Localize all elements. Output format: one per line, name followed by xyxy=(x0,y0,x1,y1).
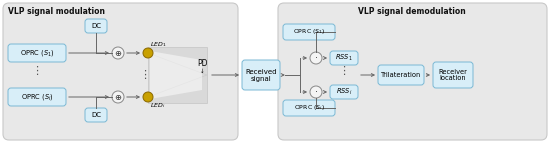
FancyBboxPatch shape xyxy=(283,24,335,40)
FancyBboxPatch shape xyxy=(330,51,358,65)
FancyBboxPatch shape xyxy=(85,108,107,122)
Text: ⊕: ⊕ xyxy=(114,48,122,57)
FancyBboxPatch shape xyxy=(8,88,66,106)
FancyBboxPatch shape xyxy=(85,19,107,33)
Text: VLP signal modulation: VLP signal modulation xyxy=(8,6,105,15)
Text: OPRC ($\mathit{S}_1$): OPRC ($\mathit{S}_1$) xyxy=(293,27,325,36)
Circle shape xyxy=(310,52,322,64)
Text: Receiver
location: Receiver location xyxy=(438,68,468,82)
Text: ⋮: ⋮ xyxy=(338,66,350,76)
Polygon shape xyxy=(150,51,202,99)
Text: DC: DC xyxy=(91,23,101,29)
FancyBboxPatch shape xyxy=(3,3,238,140)
Text: ·: · xyxy=(315,87,317,97)
Text: $\mathit{LED}_1$: $\mathit{LED}_1$ xyxy=(150,41,167,49)
Circle shape xyxy=(143,92,153,102)
FancyBboxPatch shape xyxy=(378,65,424,85)
FancyBboxPatch shape xyxy=(242,60,280,90)
Text: DC: DC xyxy=(91,112,101,118)
FancyBboxPatch shape xyxy=(433,62,473,88)
Text: Received
signal: Received signal xyxy=(245,68,277,82)
Text: ·: · xyxy=(315,53,317,63)
Text: OPRC ($\mathit{S}_i$): OPRC ($\mathit{S}_i$) xyxy=(294,104,324,113)
Text: $\mathit{RSS}_1$: $\mathit{RSS}_1$ xyxy=(335,53,353,63)
FancyBboxPatch shape xyxy=(330,85,358,99)
FancyBboxPatch shape xyxy=(283,100,335,116)
FancyBboxPatch shape xyxy=(8,44,66,62)
Circle shape xyxy=(310,86,322,98)
Text: ↓: ↓ xyxy=(200,68,204,74)
Text: ⋮: ⋮ xyxy=(140,70,151,80)
Circle shape xyxy=(112,47,124,59)
Text: ⊕: ⊕ xyxy=(114,93,122,102)
Text: $\mathit{RSS}_i$: $\mathit{RSS}_i$ xyxy=(336,87,352,97)
Text: Trilateration: Trilateration xyxy=(381,72,421,78)
Circle shape xyxy=(112,91,124,103)
Text: PD: PD xyxy=(197,58,207,67)
FancyBboxPatch shape xyxy=(278,3,547,140)
Circle shape xyxy=(143,48,153,58)
Text: $\mathit{LED}_i$: $\mathit{LED}_i$ xyxy=(150,102,166,110)
Text: OPRC ($\mathit{S}_i$): OPRC ($\mathit{S}_i$) xyxy=(20,92,53,102)
Text: VLP signal demodulation: VLP signal demodulation xyxy=(358,6,466,15)
Text: OPRC ($\mathit{S}_1$): OPRC ($\mathit{S}_1$) xyxy=(20,48,54,58)
Text: ⋮: ⋮ xyxy=(31,66,42,76)
Polygon shape xyxy=(148,47,207,103)
